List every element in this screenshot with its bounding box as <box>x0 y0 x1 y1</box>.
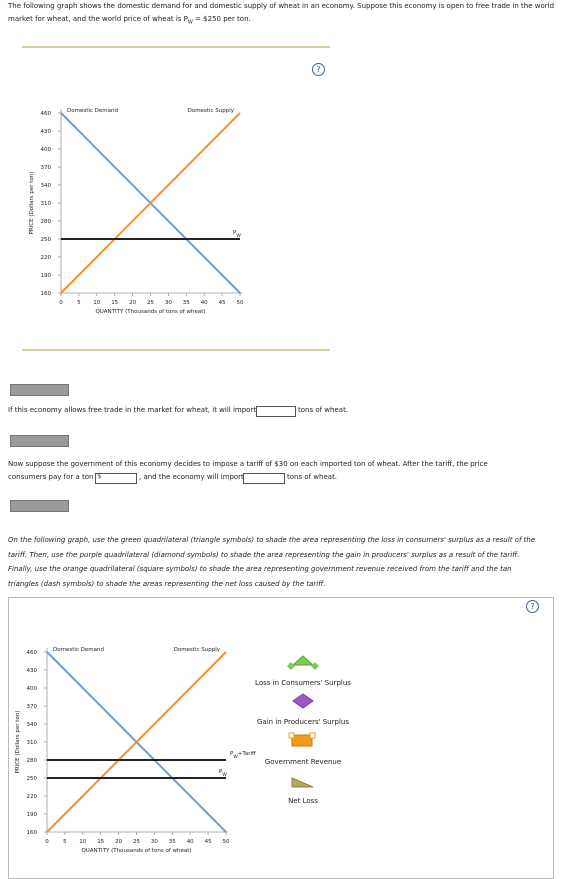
x-tick-label: 10 <box>79 839 86 845</box>
y-axis-label: PRICE (Dollars per ton) <box>15 711 21 774</box>
x-tick-label: 35 <box>183 300 190 306</box>
symbol: P <box>219 769 223 775</box>
y-axis-label: PRICE (Dollars per ton) <box>29 172 35 235</box>
button[interactable] <box>10 500 69 512</box>
x-tick-label: 35 <box>169 839 176 845</box>
y-tick-label: 220 <box>27 794 38 800</box>
question-text: If this economy allows free trade in the… <box>8 406 257 414</box>
y-tick-label: 280 <box>41 219 52 225</box>
unit: tons of wheat. <box>298 406 349 414</box>
answer-input[interactable] <box>256 406 296 417</box>
y-tick-label: 370 <box>41 165 52 171</box>
tool-label: Loss in Consumers' Surplus <box>255 679 351 687</box>
x-tick-label: 10 <box>93 300 100 306</box>
y-tick-label: 340 <box>41 183 52 189</box>
suffix: +Tariff <box>238 751 256 757</box>
price-line-label: PW+Tariff <box>230 751 256 760</box>
currency: $ <box>97 472 102 480</box>
divider <box>22 46 330 48</box>
x-tick-label: 50 <box>237 300 244 306</box>
x-tick-label: 5 <box>63 839 67 845</box>
x-tick-label: 20 <box>129 300 136 306</box>
price-line-label: PW <box>233 230 241 239</box>
supply-demand-line <box>60 112 241 294</box>
symbol: P <box>233 230 237 236</box>
tool-label: Net Loss <box>288 797 318 805</box>
symbol-sub: W <box>236 233 241 239</box>
x-tick-label: 20 <box>115 839 122 845</box>
x-tick-label: 25 <box>147 300 154 306</box>
x-tick-label: 30 <box>165 300 172 306</box>
y-tick-label: 310 <box>41 201 52 207</box>
series-label: Domestic Supply <box>188 108 235 114</box>
intro-rest: = $250 per ton. <box>195 15 251 23</box>
instructions: On the following graph, use the green qu… <box>8 536 536 588</box>
tool-label: Gain in Producers' Surplus <box>257 718 349 726</box>
y-tick-label: 190 <box>41 273 52 279</box>
x-tick-label: 0 <box>45 839 49 845</box>
x-tick-label: 45 <box>205 839 212 845</box>
y-tick-label: 310 <box>27 740 38 746</box>
symbol-sub: W <box>233 754 238 760</box>
symbol: P <box>230 751 234 757</box>
symbol-sub: W <box>222 772 227 778</box>
x-tick-label: 5 <box>77 300 81 306</box>
y-tick-label: 340 <box>27 722 38 728</box>
symbol: P <box>183 15 188 23</box>
x-axis-label: QUANTITY (Thousands of tons of wheat) <box>95 309 205 315</box>
y-tick-label: 160 <box>41 291 52 297</box>
unit: tons of wheat. <box>287 473 338 481</box>
price-input[interactable]: $ <box>95 472 137 484</box>
answer-input[interactable] <box>243 473 285 484</box>
question1: If this economy allows free trade in the… <box>8 404 256 417</box>
y-tick-label: 370 <box>27 704 38 710</box>
y-tick-label: 220 <box>41 255 52 261</box>
y-tick-label: 250 <box>41 237 52 243</box>
y-tick-label: 190 <box>27 812 38 818</box>
tool-label: Government Revenue <box>264 758 342 766</box>
x-axis-label: QUANTITY (Thousands of tons of wheat) <box>81 848 191 854</box>
y-tick-label: 250 <box>27 776 38 782</box>
price-line-label: PW <box>219 769 227 778</box>
y-tick-label: 430 <box>27 668 38 674</box>
series-label: Domestic Demand <box>67 108 118 114</box>
question2: Now suppose the government of this econo… <box>8 460 488 481</box>
symbol-sub: W <box>187 19 193 26</box>
button[interactable] <box>10 435 69 447</box>
x-tick-label: 40 <box>187 839 194 845</box>
button[interactable] <box>10 384 69 396</box>
y-tick-label: 430 <box>41 129 52 135</box>
x-tick-label: 45 <box>219 300 226 306</box>
x-tick-label: 40 <box>201 300 208 306</box>
intro: The following graph shows the domestic d… <box>8 0 556 29</box>
x-tick-label: 50 <box>223 839 230 845</box>
x-tick-label: 15 <box>97 839 104 845</box>
y-tick-label: 460 <box>41 111 52 117</box>
help-button[interactable]: ? <box>312 63 325 76</box>
y-tick-label: 400 <box>27 686 38 692</box>
x-tick-label: 30 <box>151 839 158 845</box>
series-label: Domestic Demand <box>53 647 104 653</box>
question-text: , and the economy will import <box>139 473 244 481</box>
x-tick-label: 25 <box>133 839 140 845</box>
x-tick-label: 15 <box>111 300 118 306</box>
y-tick-label: 460 <box>27 650 38 656</box>
y-tick-label: 160 <box>27 830 38 836</box>
intro-text: The following graph shows the domestic d… <box>8 2 555 23</box>
x-tick-label: 0 <box>59 300 63 306</box>
divider <box>22 349 330 351</box>
help-button[interactable]: ? <box>526 600 539 613</box>
tool-icons <box>287 655 319 788</box>
y-tick-label: 400 <box>41 147 52 153</box>
y-tick-label: 280 <box>27 758 38 764</box>
series-label: Domestic Supply <box>174 647 221 653</box>
supply-demand-line <box>46 651 227 833</box>
